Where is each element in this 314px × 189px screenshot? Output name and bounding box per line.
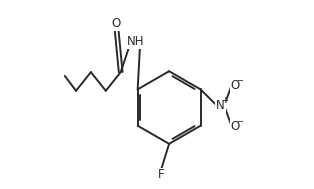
Text: −: − (236, 76, 243, 85)
Text: −: − (236, 117, 243, 126)
Text: O: O (230, 79, 240, 92)
Text: F: F (157, 168, 164, 181)
Text: O: O (230, 120, 240, 133)
Text: +: + (221, 96, 228, 105)
Text: N: N (216, 99, 225, 112)
Text: NH: NH (127, 35, 144, 48)
Text: O: O (111, 17, 121, 30)
